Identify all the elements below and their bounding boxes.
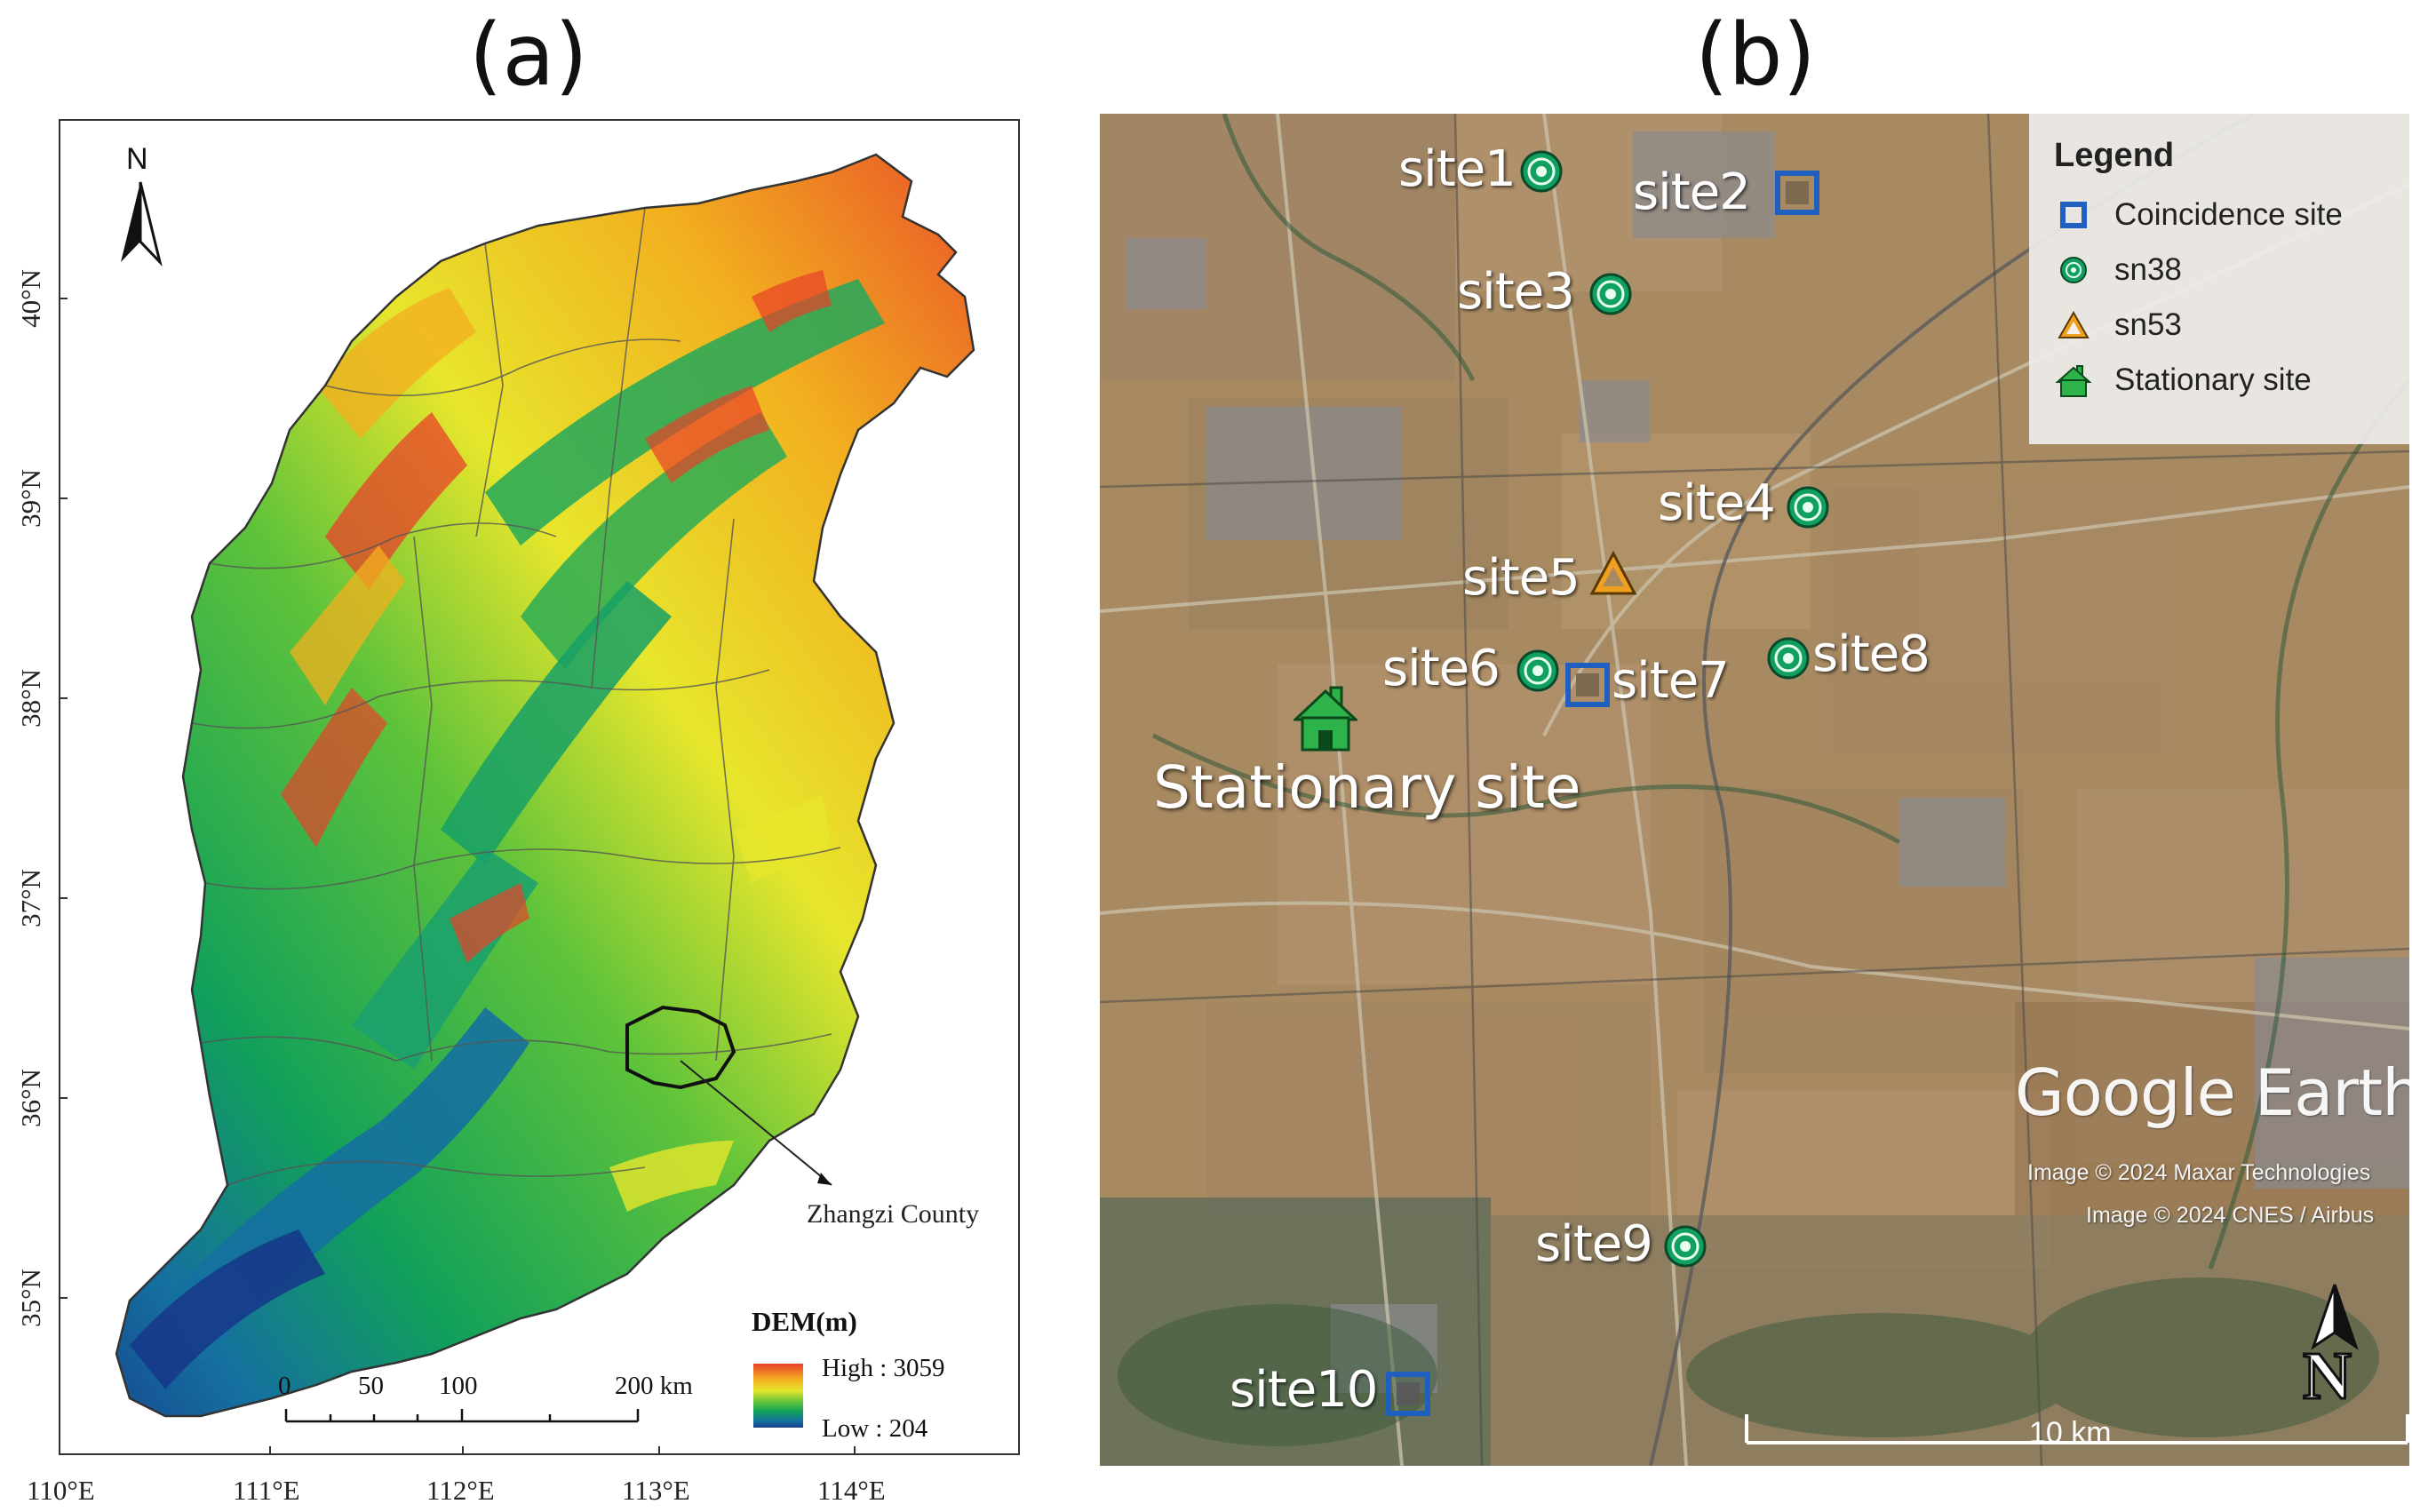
dem-color-ramp [753, 1364, 803, 1428]
site10-coincidence-marker[interactable] [1386, 1372, 1430, 1416]
site9-label: site9 [1535, 1215, 1653, 1273]
legend-item-sn38: sn38 [2054, 243, 2384, 298]
google-earth-watermark: Google Earth [2015, 1055, 2409, 1130]
lat-label-37: 37°N [14, 869, 46, 927]
site10-label: site10 [1230, 1361, 1378, 1419]
stationary-site-label: Stationary site [1153, 753, 1581, 822]
scale-bar-b [1745, 1414, 2409, 1444]
site6-label: site6 [1382, 640, 1501, 697]
dem-legend-high: High : 3059 [822, 1354, 945, 1382]
legend-label-sn53: sn53 [2114, 307, 2182, 342]
dem-legend-title: DEM(m) [752, 1306, 857, 1337]
site8-sn38-marker[interactable] [1766, 636, 1811, 680]
legend-label-stationary: Stationary site [2114, 362, 2312, 397]
lon-label-110: 110°E [27, 1475, 95, 1506]
scale-label-0: 0 [278, 1372, 291, 1400]
site8-label: site8 [1812, 625, 1930, 683]
dem-legend-low: Low : 204 [822, 1414, 928, 1443]
zhangzi-county-label: Zhangzi County [807, 1199, 980, 1229]
panel-b-satellite-map: site1 site2 site3 site4 site5 site6 site… [1100, 114, 2409, 1466]
panel-a-dem-map: (a) [0, 0, 1048, 1512]
site5-label: site5 [1462, 549, 1580, 607]
stationary-site-house-icon[interactable] [1294, 682, 1357, 753]
legend-item-sn53: sn53 [2054, 298, 2384, 353]
blue-square-icon [2060, 202, 2087, 228]
site1-label: site1 [1398, 140, 1516, 198]
lon-label-113: 113°E [622, 1475, 690, 1506]
lat-label-40: 40°N [14, 269, 46, 328]
site6-sn38-marker[interactable] [1516, 649, 1560, 693]
green-target-icon [2060, 257, 2087, 283]
lon-label-111: 111°E [233, 1475, 300, 1506]
site4-label: site4 [1658, 474, 1776, 532]
site3-label: site3 [1457, 263, 1575, 321]
legend-title: Legend [2054, 137, 2175, 174]
scale-label-100: 100 [439, 1372, 478, 1400]
site1-sn38-marker[interactable] [1519, 149, 1564, 194]
site5-sn53-marker[interactable] [1588, 549, 1638, 599]
orange-triangle-icon [2058, 310, 2090, 338]
site2-label: site2 [1633, 163, 1751, 221]
lat-label-35: 35°N [14, 1269, 46, 1327]
county-leader-line [680, 1060, 832, 1186]
lon-label-112: 112°E [426, 1475, 495, 1506]
scale-label-50: 50 [358, 1372, 384, 1400]
north-label-a: N [126, 142, 148, 176]
site7-coincidence-marker[interactable] [1565, 663, 1610, 707]
scale-label-10km: 10 km [2029, 1416, 2112, 1450]
lat-label-39: 39°N [14, 469, 46, 528]
dem-elevation-map [59, 153, 975, 1455]
legend-label-coincidence: Coincidence site [2114, 197, 2343, 232]
panel-b-title: (b) [1695, 5, 1816, 105]
site7-label: site7 [1612, 652, 1730, 710]
credit-cnes: Image © 2024 CNES / Airbus [2086, 1203, 2375, 1228]
lat-label-38: 38°N [14, 669, 46, 728]
province-outline [115, 153, 975, 1418]
north-label-b: N [2302, 1338, 2353, 1415]
site4-sn38-marker[interactable] [1786, 485, 1830, 529]
panel-a-title: (a) [469, 5, 588, 105]
credit-maxar: Image © 2024 Maxar Technologies [2027, 1160, 2371, 1185]
legend-label-sn38: sn38 [2114, 252, 2182, 287]
lon-label-114: 114°E [817, 1475, 886, 1506]
legend-item-coincidence: Coincidence site [2054, 187, 2384, 243]
scale-bar-a [284, 1409, 640, 1423]
lat-label-36: 36°N [14, 1069, 46, 1127]
leader-arrowhead [817, 1173, 832, 1185]
site2-coincidence-marker[interactable] [1775, 171, 1819, 215]
scale-label-200: 200 km [615, 1372, 693, 1400]
north-arrow-icon [2311, 1284, 2359, 1350]
zhangzi-county-outline [625, 1005, 736, 1090]
map-legend: Legend Coincidence site sn38 sn53 [2029, 114, 2409, 444]
legend-item-stationary: Stationary site [2054, 353, 2384, 408]
site3-sn38-marker[interactable] [1588, 272, 1633, 316]
site9-sn38-marker[interactable] [1663, 1224, 1708, 1269]
north-arrow-icon [121, 181, 163, 267]
green-house-icon [2055, 365, 2092, 397]
